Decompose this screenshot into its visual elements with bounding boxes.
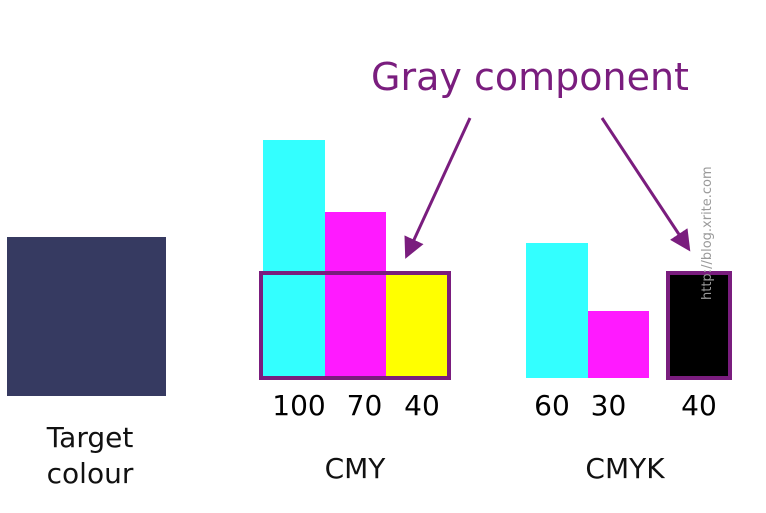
arrow-to-cmy [404, 117, 472, 259]
source-watermark: http://blog.xrite.com [700, 166, 715, 300]
arrow-to-cmyk [600, 117, 691, 252]
cmyk-label: CMYK [585, 452, 665, 485]
cmyk-cyan-bar [526, 243, 588, 378]
target-colour-label: Target colour [46, 421, 134, 490]
cmy-yellow-bar [386, 273, 448, 378]
cmy-magenta-value: 70 [346, 389, 383, 422]
cmy-gray-component-box [259, 271, 451, 380]
cmy-magenta-bar [325, 212, 386, 378]
cmyk-magenta-value: 30 [590, 389, 627, 422]
cmyk-black-bar [666, 271, 732, 380]
cmyk-magenta-bar [588, 311, 649, 378]
cmyk-black-value: 40 [681, 389, 717, 422]
cmy-label: CMY [324, 452, 386, 485]
target-colour-swatch [7, 237, 166, 396]
cmy-cyan-bar [263, 140, 325, 378]
cmy-yellow-value: 40 [404, 389, 440, 422]
cmyk-cyan-value: 60 [534, 389, 570, 422]
gray-component-title: Gray component [371, 55, 689, 99]
cmy-cyan-value: 100 [272, 389, 326, 422]
